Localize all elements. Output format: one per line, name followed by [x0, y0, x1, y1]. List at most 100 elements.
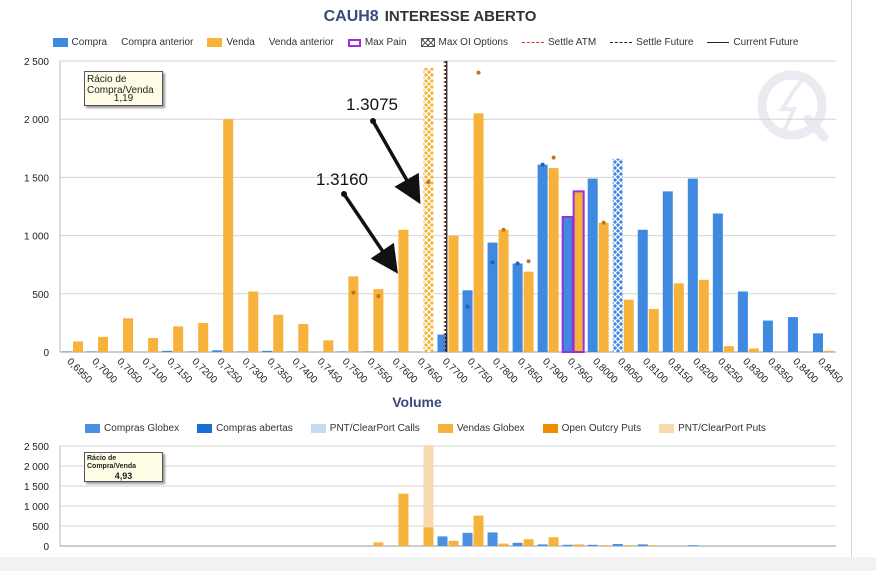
marker-venda-anterior	[601, 220, 606, 225]
title-label: INTERESSE ABERTO	[384, 8, 537, 25]
bar-compra-07200	[187, 351, 198, 352]
bar-vendas-globex	[373, 542, 384, 546]
bar-vendas-globex	[448, 540, 459, 546]
legend-label: Compras abertas	[216, 423, 293, 434]
x-tick-label: 0,8400	[790, 356, 820, 386]
annotation-label: 1.3160	[316, 170, 368, 189]
legend-item-max-oi-options[interactable]: Max OI Options	[420, 37, 508, 48]
legend-bottom: Compras Globex Compras abertas PNT/ClearPo…	[0, 423, 851, 434]
bar-venda-07800	[498, 229, 509, 352]
x-tick-label: 0,8300	[740, 356, 770, 386]
y-tick-label: 1 500	[24, 173, 49, 184]
x-axis-label: Volume	[392, 394, 442, 410]
chart-title: CAUH8 INTERESSE ABERTO	[0, 8, 860, 26]
bar-venda-06950	[73, 341, 84, 352]
bar-vendas-globex	[623, 545, 634, 546]
watermark-logo-icon	[757, 70, 829, 142]
y-tick-label: 1 000	[24, 502, 49, 513]
ratio-value-bottom: 4,93	[114, 471, 133, 481]
x-tick-label: 0,7250	[215, 356, 245, 386]
legend-label: Vendas Globex	[456, 423, 525, 434]
bar-venda-07150	[173, 326, 184, 352]
bar-compra-08200	[687, 178, 698, 352]
y-tick-label: 500	[32, 522, 49, 533]
legend-item-pnt-clearport-puts[interactable]: PNT/ClearPort Puts	[659, 423, 766, 434]
marker-venda-anterior	[376, 294, 381, 299]
bar-compra-06950	[62, 351, 73, 352]
bar-vendas-globex	[598, 545, 609, 546]
bar-venda-07100	[148, 338, 159, 352]
x-tick-label: 0,8450	[815, 356, 845, 386]
marker-compra-anterior	[515, 261, 520, 266]
bar-compra-07250	[212, 350, 223, 352]
bar-compra-07900	[537, 164, 548, 352]
bar-compra-08000	[587, 178, 598, 352]
legend-swatch	[707, 42, 730, 43]
bar-venda-07350	[273, 314, 284, 352]
bar-compra-07800	[487, 242, 498, 352]
bar-venda-08200	[698, 279, 709, 352]
legend-label: Max OI Options	[438, 37, 508, 48]
legend-item-max-pain[interactable]: Max Pain	[347, 37, 407, 48]
marker-venda-anterior	[551, 155, 556, 160]
legend-item-compra[interactable]: Compra	[52, 37, 107, 48]
y-tick-label: 0	[43, 542, 49, 553]
bar-compra-07150	[162, 350, 173, 352]
marker-compra-anterior	[465, 304, 470, 309]
bar-compra-07700	[437, 334, 448, 352]
legend-swatch	[659, 424, 675, 433]
bar-compras-globex	[462, 532, 473, 546]
legend-item-current-future[interactable]: Current Future	[707, 37, 798, 48]
legend-item-vendas-globex[interactable]: Vendas Globex	[437, 423, 525, 434]
bar-compra-07350	[262, 350, 273, 352]
bar-venda-07600	[398, 229, 409, 352]
x-tick-label: 0,7200	[190, 356, 220, 386]
legend-item-venda[interactable]: Venda	[207, 37, 255, 48]
bar-compras-globex	[637, 544, 648, 546]
bar-venda-08100	[648, 308, 659, 352]
bar-venda-08050	[623, 299, 634, 352]
bar-compras-globex	[537, 544, 548, 546]
ratio-callout-bottom: Rácio de Compra/Venda 4,93	[84, 452, 163, 482]
bar-venda-08150	[673, 283, 684, 352]
legend-item-settle-future[interactable]: Settle Future	[610, 37, 693, 48]
bar-compra-07300	[237, 351, 248, 352]
legend-item-open-outcry-puts[interactable]: Open Outcry Puts	[542, 423, 641, 434]
legend-swatch	[542, 424, 558, 433]
bar-vendas-globex	[498, 543, 509, 546]
bar-compras-globex	[562, 544, 573, 546]
annotation-arrow	[342, 193, 398, 274]
legend-item-pnt-clearport-calls[interactable]: PNT/ClearPort Calls	[310, 423, 420, 434]
y-tick-label: 0	[43, 348, 49, 359]
legend-item-compras-globex[interactable]: Compras Globex	[85, 423, 179, 434]
bar-vendas-globex	[648, 545, 659, 546]
bar-venda-07250	[223, 119, 234, 352]
marker-venda-anterior	[501, 227, 506, 232]
x-tick-label: 0,7350	[265, 356, 295, 386]
legend-label: Venda anterior	[268, 37, 334, 48]
legend-swatch	[52, 38, 68, 47]
legend-item-compra-anterior[interactable]: Compra anterior	[121, 37, 193, 48]
annotation-arrow	[371, 120, 421, 205]
legend-item-compras-abertas[interactable]: Compras abertas	[197, 423, 293, 434]
x-tick-label: 0,7800	[490, 356, 520, 386]
x-tick-label: 0,8050	[615, 356, 645, 386]
y-tick-label: 1 500	[24, 482, 49, 493]
legend-item-settle-atm[interactable]: Settle ATM	[521, 37, 596, 48]
x-tick-label: 0,7600	[390, 356, 420, 386]
legend-label: PNT/ClearPort Calls	[329, 423, 420, 434]
legend-swatch	[310, 424, 326, 433]
bar-compras-globex	[487, 532, 498, 546]
x-tick-label: 0,8000	[590, 356, 620, 386]
legend-item-venda-anterior[interactable]: Venda anterior	[269, 37, 334, 48]
bar-venda-07300	[248, 291, 259, 352]
bar-vendas-globex	[548, 537, 559, 546]
bar-compra-08300	[737, 291, 748, 352]
x-tick-label: 0,7100	[139, 356, 169, 386]
x-tick-label: 0,7300	[240, 356, 270, 386]
bar-venda-07900	[548, 168, 559, 352]
legend-top: Compra Compra anterior Venda Venda anterior…	[0, 37, 851, 48]
bar-compra-08250	[712, 213, 723, 352]
bar-compra-07950	[561, 215, 574, 353]
x-tick-label: 0,7700	[440, 356, 470, 386]
